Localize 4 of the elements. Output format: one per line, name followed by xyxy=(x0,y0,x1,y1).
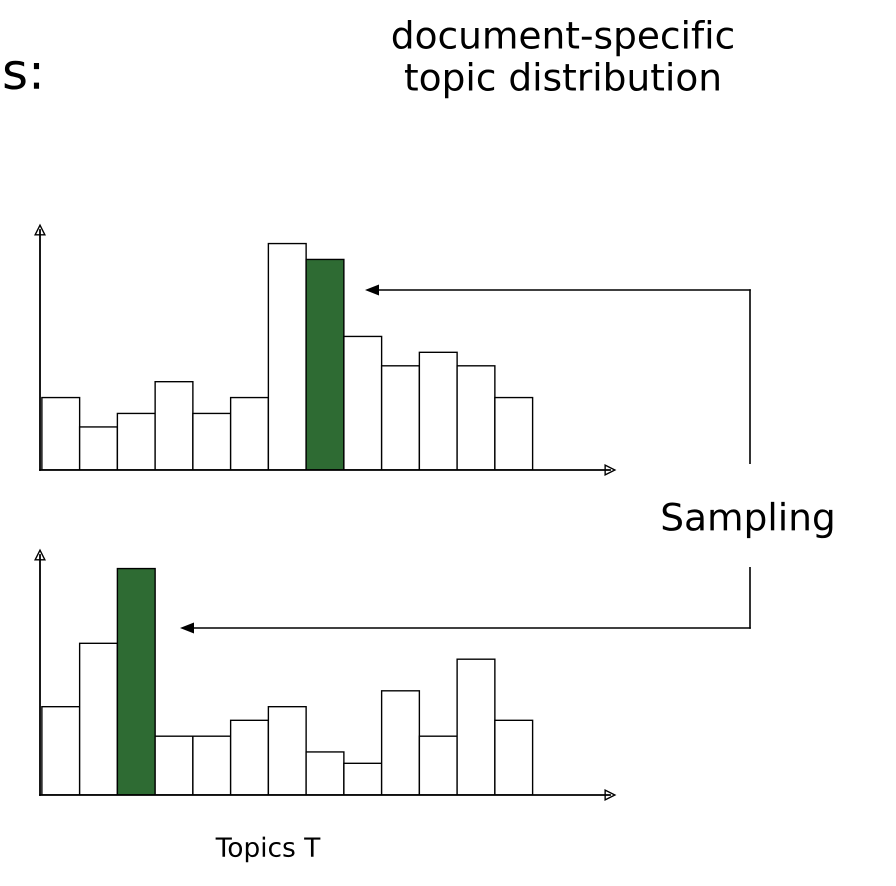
text: s: xyxy=(4,60,40,90)
x-axis-title: Topics T xyxy=(216,836,320,862)
chart-title: document-specific topic distribution xyxy=(392,20,733,98)
text: Sampling xyxy=(662,502,832,538)
